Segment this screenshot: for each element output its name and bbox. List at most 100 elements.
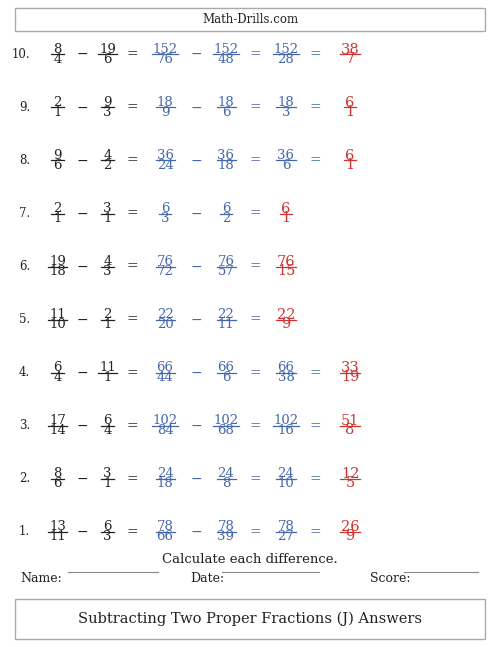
- Text: =: =: [126, 366, 138, 380]
- Text: 1: 1: [346, 105, 354, 119]
- Text: −: −: [190, 153, 202, 168]
- Text: 28: 28: [278, 53, 294, 66]
- Text: =: =: [249, 419, 261, 433]
- Text: 18: 18: [156, 477, 174, 490]
- Text: =: =: [249, 525, 261, 539]
- Text: 15: 15: [277, 264, 295, 278]
- Text: 9: 9: [104, 96, 112, 109]
- Text: −: −: [76, 313, 88, 327]
- Text: =: =: [126, 47, 138, 61]
- Text: =: =: [126, 153, 138, 168]
- Text: 6: 6: [346, 96, 354, 110]
- Text: −: −: [76, 100, 88, 115]
- Text: =: =: [309, 366, 321, 380]
- Text: 2.: 2.: [19, 472, 30, 485]
- Text: =: =: [249, 153, 261, 168]
- Text: =: =: [249, 206, 261, 221]
- Text: 6: 6: [282, 202, 290, 216]
- Text: Subtracting Two Proper Fractions (J) Answers: Subtracting Two Proper Fractions (J) Ans…: [78, 612, 422, 626]
- Text: 1: 1: [282, 211, 290, 225]
- Text: 36: 36: [156, 149, 174, 162]
- Text: 18: 18: [218, 96, 234, 109]
- Text: =: =: [126, 313, 138, 327]
- Text: 9: 9: [346, 529, 354, 543]
- Text: 9: 9: [282, 317, 290, 331]
- Text: 1: 1: [104, 477, 112, 490]
- Text: 76: 76: [156, 255, 174, 268]
- Text: Name:: Name:: [20, 572, 62, 585]
- Text: 12: 12: [341, 467, 359, 481]
- Text: 36: 36: [278, 149, 294, 162]
- Text: =: =: [309, 100, 321, 115]
- Text: 5: 5: [346, 476, 354, 490]
- Text: 68: 68: [218, 424, 234, 437]
- Text: 11: 11: [49, 308, 66, 321]
- Text: 9.: 9.: [19, 101, 30, 114]
- Text: −: −: [190, 206, 202, 221]
- Text: 4: 4: [54, 53, 62, 66]
- Text: =: =: [126, 206, 138, 221]
- Text: −: −: [76, 259, 88, 274]
- Text: 22: 22: [277, 308, 295, 322]
- Text: −: −: [76, 206, 88, 221]
- Text: 4: 4: [104, 255, 112, 268]
- Text: 17: 17: [49, 414, 66, 427]
- Text: 39: 39: [218, 531, 234, 543]
- Text: =: =: [309, 419, 321, 433]
- Text: 102: 102: [152, 414, 178, 427]
- Text: =: =: [126, 259, 138, 274]
- Text: 20: 20: [156, 318, 174, 331]
- Text: 18: 18: [278, 96, 294, 109]
- Text: 18: 18: [218, 159, 234, 172]
- Text: −: −: [190, 259, 202, 274]
- Text: 18: 18: [49, 265, 66, 278]
- Text: 6: 6: [53, 477, 62, 490]
- Text: 1: 1: [104, 212, 112, 225]
- Text: Math-Drills.com: Math-Drills.com: [202, 13, 298, 26]
- Text: −: −: [190, 525, 202, 539]
- Text: 6: 6: [104, 414, 112, 427]
- Text: 11: 11: [49, 531, 66, 543]
- Text: 1: 1: [54, 106, 62, 119]
- Text: 78: 78: [278, 520, 294, 533]
- Text: 6: 6: [161, 202, 169, 215]
- Text: 5.: 5.: [19, 313, 30, 326]
- Text: Date:: Date:: [190, 572, 224, 585]
- Text: 22: 22: [156, 308, 174, 321]
- Text: 44: 44: [156, 371, 174, 384]
- Text: =: =: [249, 100, 261, 115]
- Text: 2: 2: [104, 159, 112, 172]
- Text: 3: 3: [282, 106, 290, 119]
- Text: −: −: [190, 366, 202, 380]
- Text: 19: 19: [49, 255, 66, 268]
- Text: 2: 2: [54, 96, 62, 109]
- Text: 78: 78: [218, 520, 234, 533]
- Text: 152: 152: [274, 43, 298, 56]
- Text: =: =: [126, 100, 138, 115]
- Text: 7: 7: [346, 52, 354, 66]
- Text: 9: 9: [161, 106, 169, 119]
- Text: −: −: [76, 366, 88, 380]
- Text: 24: 24: [218, 467, 234, 480]
- FancyBboxPatch shape: [15, 599, 485, 639]
- Text: −: −: [76, 419, 88, 433]
- Text: 3: 3: [104, 467, 112, 480]
- Text: 6: 6: [222, 202, 230, 215]
- Text: 4: 4: [104, 149, 112, 162]
- Text: −: −: [76, 472, 88, 486]
- Text: 2: 2: [104, 308, 112, 321]
- Text: 66: 66: [156, 361, 174, 374]
- Text: =: =: [249, 472, 261, 486]
- Text: 3: 3: [104, 531, 112, 543]
- Text: 3.: 3.: [19, 419, 30, 432]
- Text: 36: 36: [218, 149, 234, 162]
- Text: =: =: [249, 313, 261, 327]
- Text: 6.: 6.: [19, 260, 30, 273]
- Text: 76: 76: [276, 255, 295, 269]
- Text: 9: 9: [53, 149, 62, 162]
- Text: 10.: 10.: [12, 48, 30, 61]
- Text: 22: 22: [218, 308, 234, 321]
- Text: 18: 18: [156, 96, 174, 109]
- Text: 78: 78: [156, 520, 174, 533]
- Text: 3: 3: [161, 212, 169, 225]
